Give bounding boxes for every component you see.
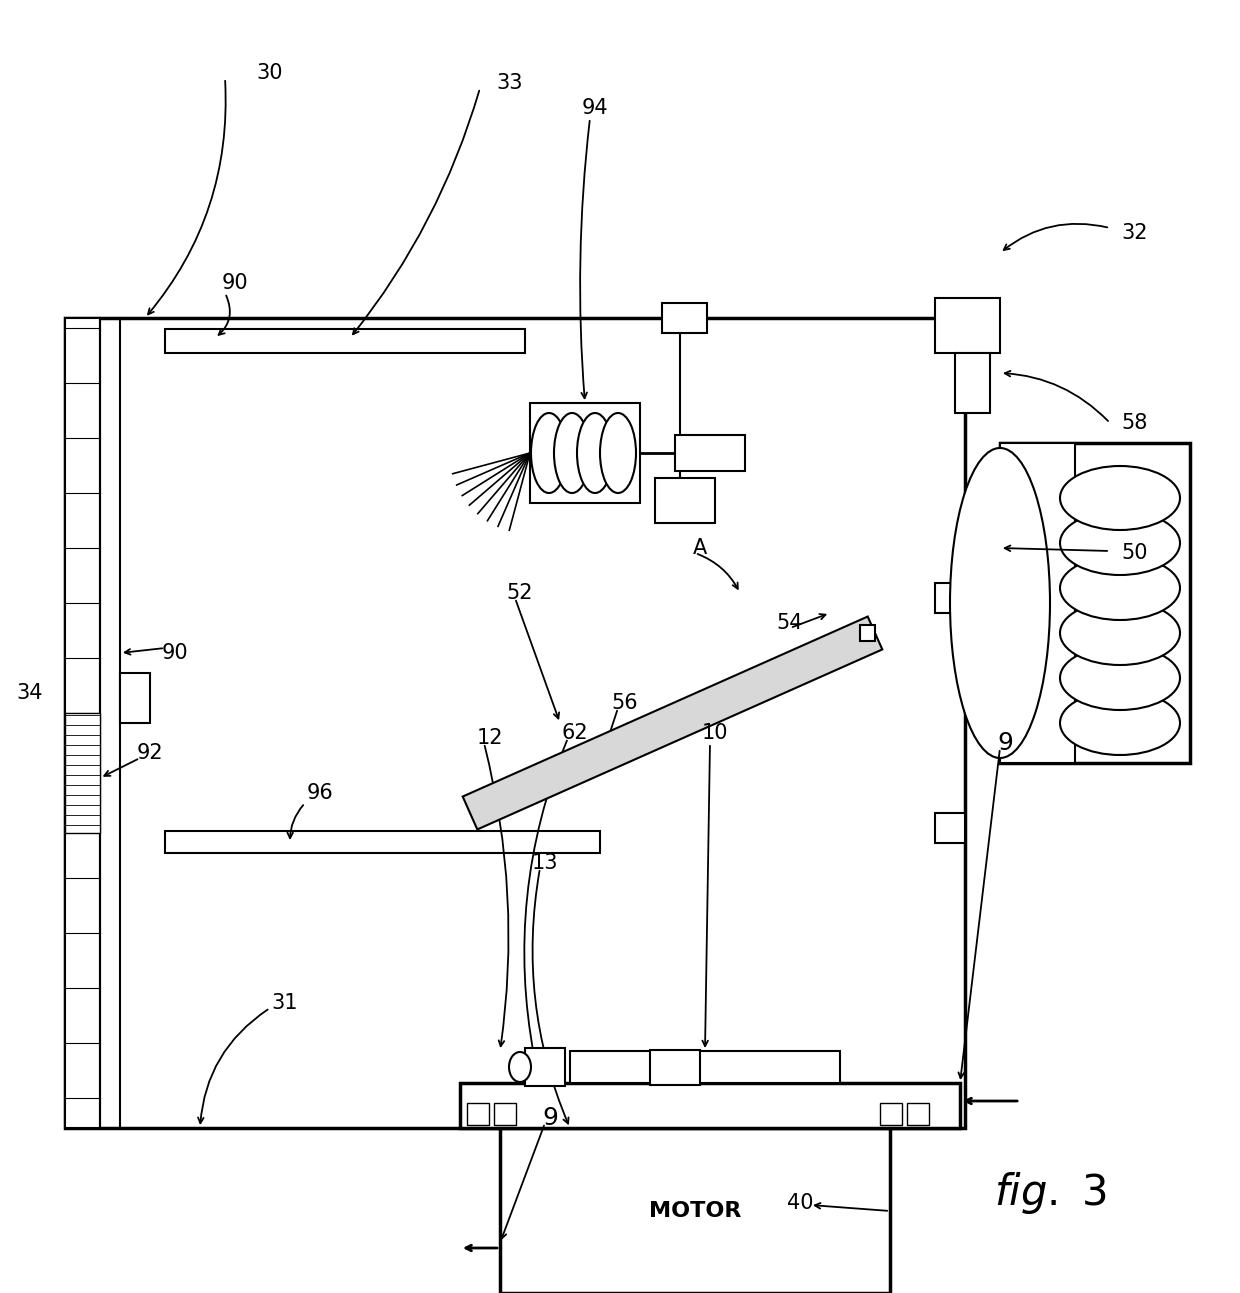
Text: 62: 62: [562, 723, 588, 743]
Text: 10: 10: [702, 723, 728, 743]
Bar: [650, 1050, 701, 1085]
Text: 34: 34: [17, 683, 43, 703]
Text: 58: 58: [1122, 412, 1148, 433]
Text: 90: 90: [161, 643, 188, 663]
Ellipse shape: [531, 412, 567, 493]
Text: 96: 96: [306, 784, 334, 803]
Bar: [494, 1103, 516, 1125]
Ellipse shape: [600, 412, 636, 493]
Bar: [675, 434, 745, 471]
Bar: [906, 1103, 929, 1125]
Bar: [64, 712, 100, 833]
Text: $\mathit{fig.\ 3}$: $\mathit{fig.\ 3}$: [993, 1170, 1106, 1215]
Text: 13: 13: [532, 853, 558, 873]
Text: 92: 92: [136, 743, 164, 763]
Bar: [999, 443, 1190, 763]
Text: 90: 90: [222, 273, 248, 294]
Bar: [880, 1103, 901, 1125]
Polygon shape: [463, 617, 883, 829]
Bar: [165, 831, 600, 853]
Text: 30: 30: [257, 63, 283, 83]
Text: 32: 32: [1122, 222, 1148, 243]
Ellipse shape: [554, 412, 590, 493]
Bar: [64, 318, 965, 1127]
Bar: [999, 443, 1075, 763]
Ellipse shape: [1060, 690, 1180, 755]
Bar: [525, 1049, 565, 1086]
Bar: [467, 1103, 489, 1125]
Text: 56: 56: [611, 693, 639, 712]
Ellipse shape: [1060, 511, 1180, 575]
Text: 9: 9: [542, 1106, 558, 1130]
Text: 9: 9: [997, 731, 1013, 755]
Ellipse shape: [508, 1053, 531, 1082]
Bar: [529, 403, 640, 503]
Ellipse shape: [950, 447, 1050, 758]
Text: 94: 94: [582, 98, 609, 118]
Bar: [935, 583, 965, 613]
Bar: [570, 1051, 839, 1084]
Text: MOTOR: MOTOR: [649, 1201, 742, 1221]
Text: 33: 33: [497, 72, 523, 93]
Text: 54: 54: [776, 613, 804, 634]
Ellipse shape: [1060, 556, 1180, 621]
Bar: [165, 328, 525, 353]
Bar: [955, 353, 990, 412]
Bar: [64, 318, 100, 1127]
Bar: [460, 1084, 960, 1127]
Text: A: A: [693, 538, 707, 559]
Ellipse shape: [1060, 601, 1180, 665]
Bar: [662, 303, 707, 334]
Bar: [935, 297, 999, 353]
Text: 52: 52: [507, 583, 533, 603]
Text: 12: 12: [476, 728, 503, 747]
Text: 31: 31: [272, 993, 299, 1012]
Bar: [935, 813, 965, 843]
Ellipse shape: [1060, 646, 1180, 710]
Bar: [655, 478, 715, 522]
Bar: [500, 1127, 890, 1293]
Ellipse shape: [1060, 465, 1180, 530]
Text: 50: 50: [1122, 543, 1148, 562]
Bar: [120, 672, 150, 723]
Ellipse shape: [577, 412, 613, 493]
Text: 40: 40: [786, 1193, 813, 1213]
Bar: [861, 625, 875, 641]
